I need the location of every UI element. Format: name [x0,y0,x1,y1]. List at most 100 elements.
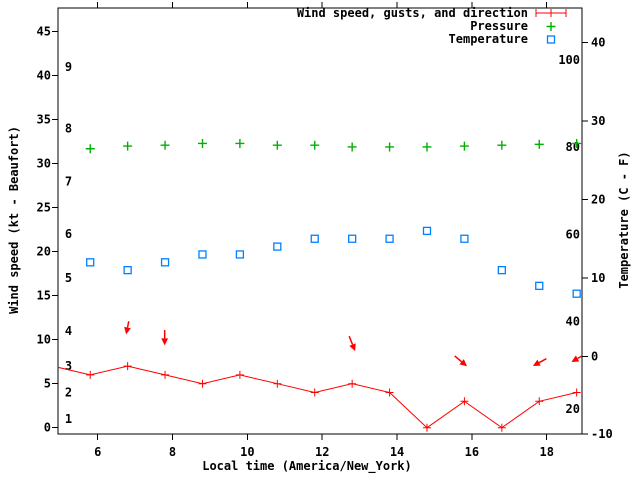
f-tick-label: 40 [566,315,580,329]
right-y-axis-title: Temperature (C - F) [617,151,631,289]
pressure-point [160,140,170,150]
wind-speed-point [161,370,170,379]
beaufort-label: 8 [65,122,72,136]
c-tick-label: 30 [591,114,605,128]
temperature-point [572,289,581,298]
pressure-point [534,139,544,149]
kt-tick-label: 25 [37,201,51,215]
wind-speed-point [198,379,207,388]
temperature-point [385,234,394,243]
pressure-point [422,142,432,152]
c-tick-label: -10 [591,427,613,441]
beaufort-label: 6 [65,227,72,241]
kt-tick-label: 10 [37,333,51,347]
x-tick-label: 18 [540,445,554,459]
temperature-point [160,258,170,267]
wind-speed-point [86,370,95,379]
data-layer [49,138,582,432]
temperature-point [310,234,319,243]
gust-arrow-shaft [348,335,354,345]
gust-arrow-head [161,338,169,346]
pressure-point [197,138,207,148]
x-tick-label: 10 [240,445,254,459]
gust-arrow-shaft [126,321,130,328]
c-tick-label: 20 [591,193,605,207]
f-tick-label: 80 [566,140,580,154]
kt-tick-label: 0 [44,421,51,435]
plot-border [57,7,583,435]
legend-pressure-sample [546,22,556,31]
temperature-point [123,265,132,275]
legend-label-temperature: Temperature [448,32,528,46]
legend-label-pressure: Pressure [470,19,528,33]
x-tick-label: 16 [465,445,479,459]
temperature-point [273,242,282,251]
wind-speed-point [348,379,357,388]
c-tick-label: 40 [591,36,605,50]
x-axis-title: Local time (America/New_York) [202,459,412,473]
gust-arrow-shaft [538,358,547,364]
beaufort-label: 1 [65,412,72,426]
beaufort-label: 9 [65,60,72,74]
kt-tick-label: 40 [37,69,51,83]
wind-speed-point [422,423,431,432]
wind-speed-point [123,362,132,371]
gust-arrow-head [349,343,356,352]
wind-speed-point [235,370,244,379]
kt-tick-label: 30 [37,157,51,171]
pressure-point [572,138,582,148]
c-tick-label: 0 [591,350,598,364]
beaufort-label: 7 [65,174,72,188]
legend-samples [535,9,567,44]
c-tick-label: 10 [591,271,605,285]
pressure-point [85,144,95,154]
kt-tick-label: 45 [37,25,51,39]
pressure-point [310,140,320,150]
pressure-point [385,142,395,152]
wind-speed-point [497,423,506,432]
wind-speed-point [310,388,319,397]
x-tick-label: 6 [94,445,101,459]
pressure-point [459,141,469,151]
beaufort-label: 5 [65,271,72,285]
x-tick-label: 12 [315,445,329,459]
temperature-point [348,234,357,243]
f-tick-label: 100 [558,53,580,67]
wind-speed-point [460,397,469,406]
temperature-point [497,265,506,275]
kt-tick-label: 20 [37,245,51,259]
beaufort-label: 4 [65,324,72,338]
temperature-point [198,250,207,259]
legend-label-wind: Wind speed, gusts, and direction [296,6,528,20]
wind-speed-point [385,388,394,397]
pressure-point [272,140,282,150]
beaufort-label: 3 [65,359,72,373]
kt-tick-label: 15 [37,289,51,303]
pressure-point [497,140,507,150]
wind-speed-point [273,379,282,388]
gust-arrow-shaft [577,355,582,360]
gust-arrow-head [571,355,580,362]
gust-arrow-shaft [454,355,463,363]
temperature-point [535,281,544,291]
pressure-point [123,141,133,151]
temperature-point [460,234,469,243]
legend-temperature-sample [546,35,556,44]
f-tick-label: 20 [566,402,580,416]
gust-arrow-head [459,359,468,367]
wind-speed-point [572,388,581,397]
pressure-point [347,142,357,152]
x-tick-label: 14 [390,445,404,459]
legend-wind-sample-point [547,9,555,17]
gust-arrow-head [124,326,131,335]
gust-arrow-head [532,359,541,367]
kt-tick-label: 35 [37,113,51,127]
wind-speed-point [49,362,57,370]
x-tick-label: 8 [169,445,176,459]
kt-tick-label: 5 [44,377,51,391]
pressure-point [235,138,245,148]
temperature-point [235,250,245,259]
wind-speed-line [58,365,577,429]
